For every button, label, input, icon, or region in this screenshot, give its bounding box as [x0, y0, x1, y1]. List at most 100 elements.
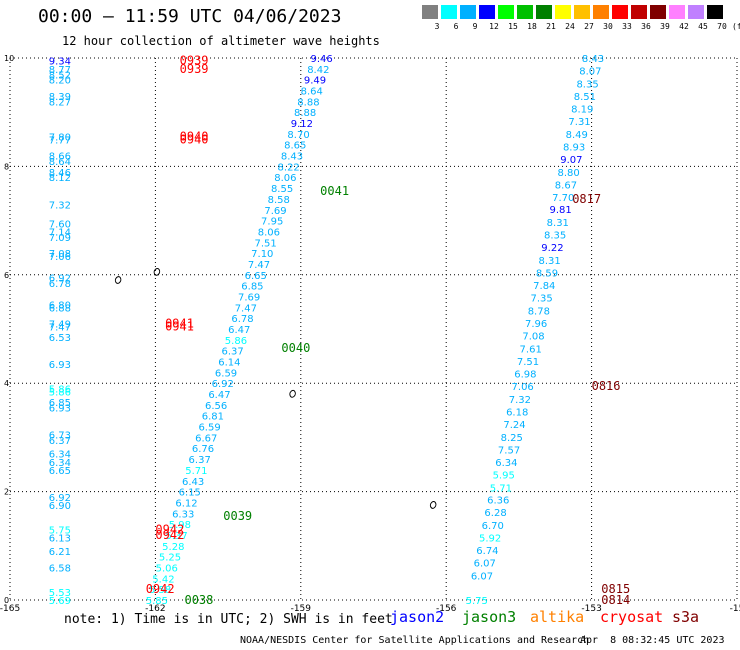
colorbar-label: 9: [472, 22, 478, 31]
swh-value: 8.59: [536, 269, 558, 280]
swh-value: 6.34: [49, 450, 71, 461]
y-tick-label: 10: [4, 54, 14, 63]
satellite-altika: altika: [530, 608, 585, 626]
swh-value: 8.52: [49, 70, 71, 81]
swh-value: 5.06: [156, 563, 178, 574]
footer-note: note: 1) Time is in UTC; 2) SWH is in fe…: [64, 612, 393, 627]
swh-value: 8.27: [49, 97, 71, 108]
colorbar-label: 12: [489, 22, 499, 31]
colorbar-swatch: [479, 5, 495, 19]
y-tick-label: 2: [4, 488, 9, 497]
time-label: 0941: [165, 319, 194, 333]
swh-value: 6.47: [228, 325, 250, 336]
swh-value: 8.88: [297, 97, 319, 108]
swh-value: 6.14: [218, 358, 240, 369]
swh-value: 6.85: [49, 398, 71, 409]
swh-value: 7.57: [498, 445, 520, 456]
colorbar-label: 21: [546, 22, 556, 31]
swh-value: 9.46: [310, 54, 332, 65]
swh-value: 7.80: [49, 133, 71, 144]
swh-value: 7.47: [235, 303, 257, 314]
swh-value: 9.22: [541, 243, 563, 254]
colorbar-label: 33: [622, 22, 632, 31]
swh-value: 8.51: [574, 92, 596, 103]
swh-value: 5.95: [493, 470, 515, 481]
swh-value: 6.90: [49, 501, 71, 512]
swh-value: 6.76: [192, 444, 214, 455]
swh-value: 6.37: [222, 347, 244, 358]
swh-value: 5.86: [225, 336, 247, 347]
swh-value: 6.18: [506, 407, 528, 418]
swh-value: 8.22: [278, 162, 300, 173]
swh-value: 5.58: [149, 585, 171, 596]
swh-value: 6.67: [195, 433, 217, 444]
swh-value: 6.43: [182, 477, 204, 488]
swh-value: 8.07: [579, 66, 601, 77]
swh-value: 5.85: [146, 596, 168, 607]
swh-value: 7.70: [552, 193, 574, 204]
swh-value: 8.43: [281, 152, 303, 163]
swh-value: 6.34: [495, 458, 517, 469]
swh-value: 6.33: [172, 509, 194, 520]
swh-value: 6.93: [49, 360, 71, 371]
swh-value: 6.88: [49, 303, 71, 314]
swh-value: 8.42: [307, 65, 329, 76]
swh-value: 7.14: [49, 227, 71, 238]
swh-value: 6.56: [205, 401, 227, 412]
island-outline: [289, 389, 296, 398]
swh-value: 7.51: [517, 357, 539, 368]
swh-value: 8.31: [539, 256, 561, 267]
colorbar-swatch: [536, 5, 552, 19]
time-label: 0940: [180, 130, 209, 144]
colorbar-swatch: [574, 5, 590, 19]
swh-value: 6.12: [175, 498, 197, 509]
swh-value: 8.93: [563, 142, 585, 153]
colorbar-label: 18: [527, 22, 537, 31]
swh-value: 8.66: [49, 152, 71, 163]
swh-value: 8.77: [49, 65, 71, 76]
island-outline: [429, 501, 437, 509]
island-outline: [114, 276, 122, 284]
colorbar-unit: (ft): [732, 22, 740, 31]
swh-value: 5.25: [159, 553, 181, 564]
colorbar-swatch: [555, 5, 571, 19]
swh-value: 8.31: [547, 218, 569, 229]
swh-value: 5.75: [466, 596, 488, 607]
swh-value: 6.98: [514, 369, 536, 380]
swh-value: 8.35: [576, 79, 598, 90]
swh-value: 6.92: [49, 274, 71, 285]
swh-value: 7.32: [49, 200, 71, 211]
y-tick-label: 0: [4, 596, 9, 605]
swh-value: 7.69: [264, 206, 286, 217]
swh-value: 5.86: [49, 385, 71, 396]
swh-value: 9.34: [49, 57, 71, 68]
generated-timestamp: Apr 8 08:32:45 UTC 2023: [580, 635, 725, 646]
swh-value: 7.06: [49, 252, 71, 263]
swh-value: 8.65: [284, 141, 306, 152]
swh-value: 7.06: [512, 382, 534, 393]
time-label: 0940: [180, 132, 209, 146]
swh-value: 6.36: [487, 496, 509, 507]
swh-value: 7.51: [254, 238, 276, 249]
satellite-cryosat: cryosat: [600, 608, 664, 626]
y-tick-label: 6: [4, 271, 9, 280]
time-label: 0815: [601, 582, 630, 596]
swh-value: 6.73: [49, 431, 71, 442]
colorbar-label: 36: [641, 22, 651, 31]
time-label: 0942: [155, 523, 184, 537]
x-tick-label: -15: [730, 604, 740, 614]
swh-value: 6.81: [202, 412, 224, 423]
time-label: 0939: [180, 54, 209, 68]
time-label: 0942: [146, 582, 175, 596]
time-label: 0038: [184, 593, 213, 607]
swh-value: 6.34: [49, 458, 71, 469]
time-label: 0942: [155, 528, 184, 542]
swh-value: 7.96: [525, 319, 547, 330]
swh-value: 9.12: [291, 119, 313, 130]
page-subtitle: 12 hour collection of altimeter wave hei…: [62, 34, 380, 48]
swh-value: 8.64: [49, 157, 71, 168]
colorbar-label: 30: [603, 22, 613, 31]
colorbar-label: 24: [565, 22, 575, 31]
swh-value: 8.43: [582, 54, 604, 65]
